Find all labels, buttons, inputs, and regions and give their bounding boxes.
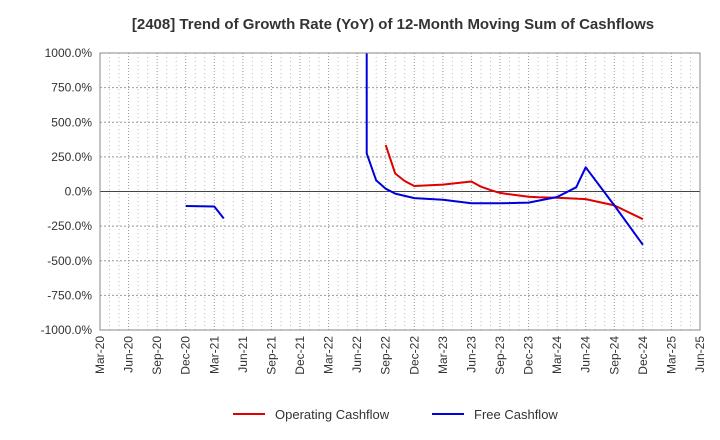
x-tick-label: Mar-23 xyxy=(436,336,450,374)
y-tick-label: 500.0% xyxy=(51,115,92,129)
x-tick-label: Sep-24 xyxy=(607,336,621,375)
x-tick-label: Mar-22 xyxy=(322,336,336,374)
x-tick-label: Mar-21 xyxy=(207,336,221,374)
x-tick-label: Dec-23 xyxy=(522,336,536,375)
x-tick-label: Dec-21 xyxy=(293,336,307,375)
x-tick-label: Sep-20 xyxy=(150,336,164,375)
y-tick-label: 750.0% xyxy=(51,81,92,95)
y-tick-label: 1000.0% xyxy=(45,46,93,60)
x-tick-label: Jun-21 xyxy=(236,336,250,373)
x-tick-label: Jun-22 xyxy=(350,336,364,373)
legend-label: Free Cashflow xyxy=(474,407,558,422)
legend-label: Operating Cashflow xyxy=(275,407,390,422)
y-tick-label: 250.0% xyxy=(51,150,92,164)
legend: Operating Cashflow Free Cashflow xyxy=(233,407,558,422)
y-tick-label: -750.0% xyxy=(47,288,92,302)
x-axis-ticks: Mar-20 Jun-20 Sep-20 Dec-20 Mar-21 Jun-21 Sep-… xyxy=(93,336,707,375)
series-lines xyxy=(185,53,644,246)
series-line-1-1 xyxy=(365,53,644,246)
series-line-0-0 xyxy=(384,144,644,221)
chart-title: [2408] Trend of Growth Rate (YoY) of 12-… xyxy=(132,16,654,33)
x-tick-label: Dec-20 xyxy=(179,336,193,375)
x-tick-label: Mar-20 xyxy=(93,336,107,374)
x-tick-label: Dec-22 xyxy=(407,336,421,375)
x-tick-label: Sep-21 xyxy=(264,336,278,375)
series-line-1-0 xyxy=(185,205,225,220)
y-tick-label: 0.0% xyxy=(65,185,93,199)
x-tick-label: Mar-24 xyxy=(550,336,564,374)
x-tick-label: Sep-23 xyxy=(493,336,507,375)
x-tick-label: Jun-20 xyxy=(122,336,136,373)
y-tick-label: -500.0% xyxy=(47,254,92,268)
plot-frame xyxy=(99,52,701,331)
x-tick-label: Jun-25 xyxy=(693,336,707,373)
y-axis-ticks: 1000.0% 750.0% 500.0% 250.0% 0.0% -250.0% -500… xyxy=(41,46,93,337)
x-tick-label: Mar-25 xyxy=(664,336,678,374)
y-tick-label: -1000.0% xyxy=(41,323,93,337)
x-tick-label: Jun-24 xyxy=(579,336,593,373)
x-tick-label: Sep-22 xyxy=(379,336,393,375)
x-tick-label: Dec-24 xyxy=(636,336,650,375)
x-tick-label: Jun-23 xyxy=(464,336,478,373)
grid xyxy=(99,52,701,331)
y-tick-label: -250.0% xyxy=(47,219,92,233)
